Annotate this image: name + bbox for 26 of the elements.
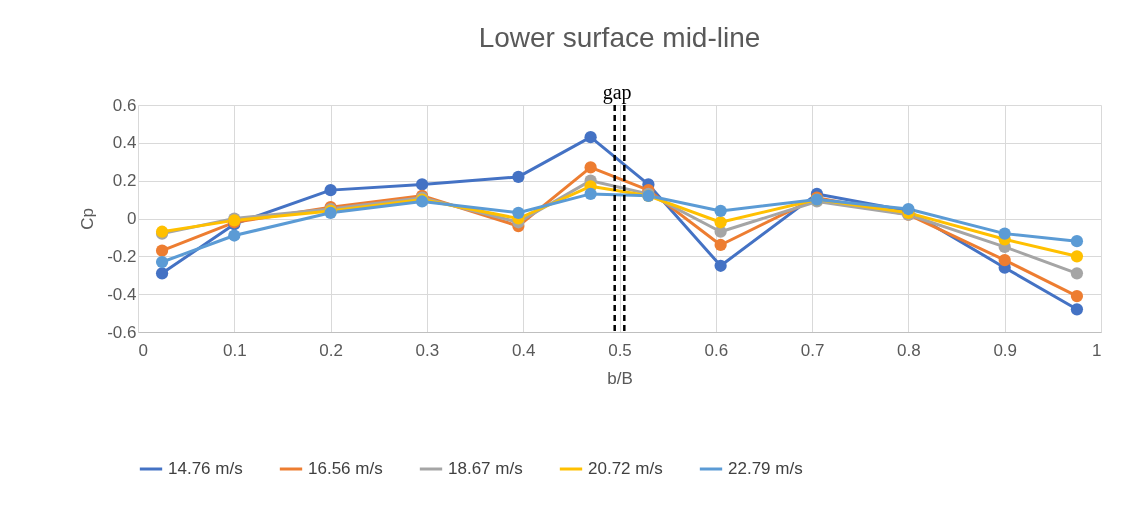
- y-tick-label: -0.6: [107, 322, 137, 342]
- x-tick-label: 0.9: [993, 340, 1018, 360]
- ref-line-label: gap: [602, 81, 632, 104]
- x-tick-label: 0.2: [319, 340, 343, 360]
- y-tick-label: 0.2: [112, 171, 137, 191]
- x-tick-label: 1: [1092, 340, 1102, 360]
- x-tick-label: 0.5: [608, 340, 632, 360]
- x-tick-label: 0.6: [704, 340, 729, 360]
- x-tick-label: 0.7: [800, 340, 825, 360]
- legend-label: 18.67 m/s: [448, 459, 523, 478]
- legend-label: 20.72 m/s: [588, 459, 663, 478]
- legend-label: 14.76 m/s: [168, 459, 243, 478]
- x-axis-title: b/B: [607, 368, 633, 388]
- y-axis-title: Cp: [78, 208, 98, 230]
- x-tick-label: 0.3: [415, 340, 440, 360]
- x-tick-label: 0.4: [511, 340, 536, 360]
- chart-title: Lower surface mid-line: [478, 22, 761, 53]
- y-tick-label: 0.4: [112, 133, 137, 153]
- x-tick-label: 0.1: [222, 340, 247, 360]
- legend-label: 22.79 m/s: [728, 459, 803, 478]
- x-tick-label: 0.8: [897, 340, 921, 360]
- y-tick-label: -0.4: [107, 284, 137, 304]
- y-tick-label: 0.6: [112, 95, 137, 115]
- y-tick-label: -0.2: [107, 246, 137, 266]
- y-tick-label: 0: [127, 209, 137, 228]
- legend-label: 16.56 m/s: [308, 459, 383, 478]
